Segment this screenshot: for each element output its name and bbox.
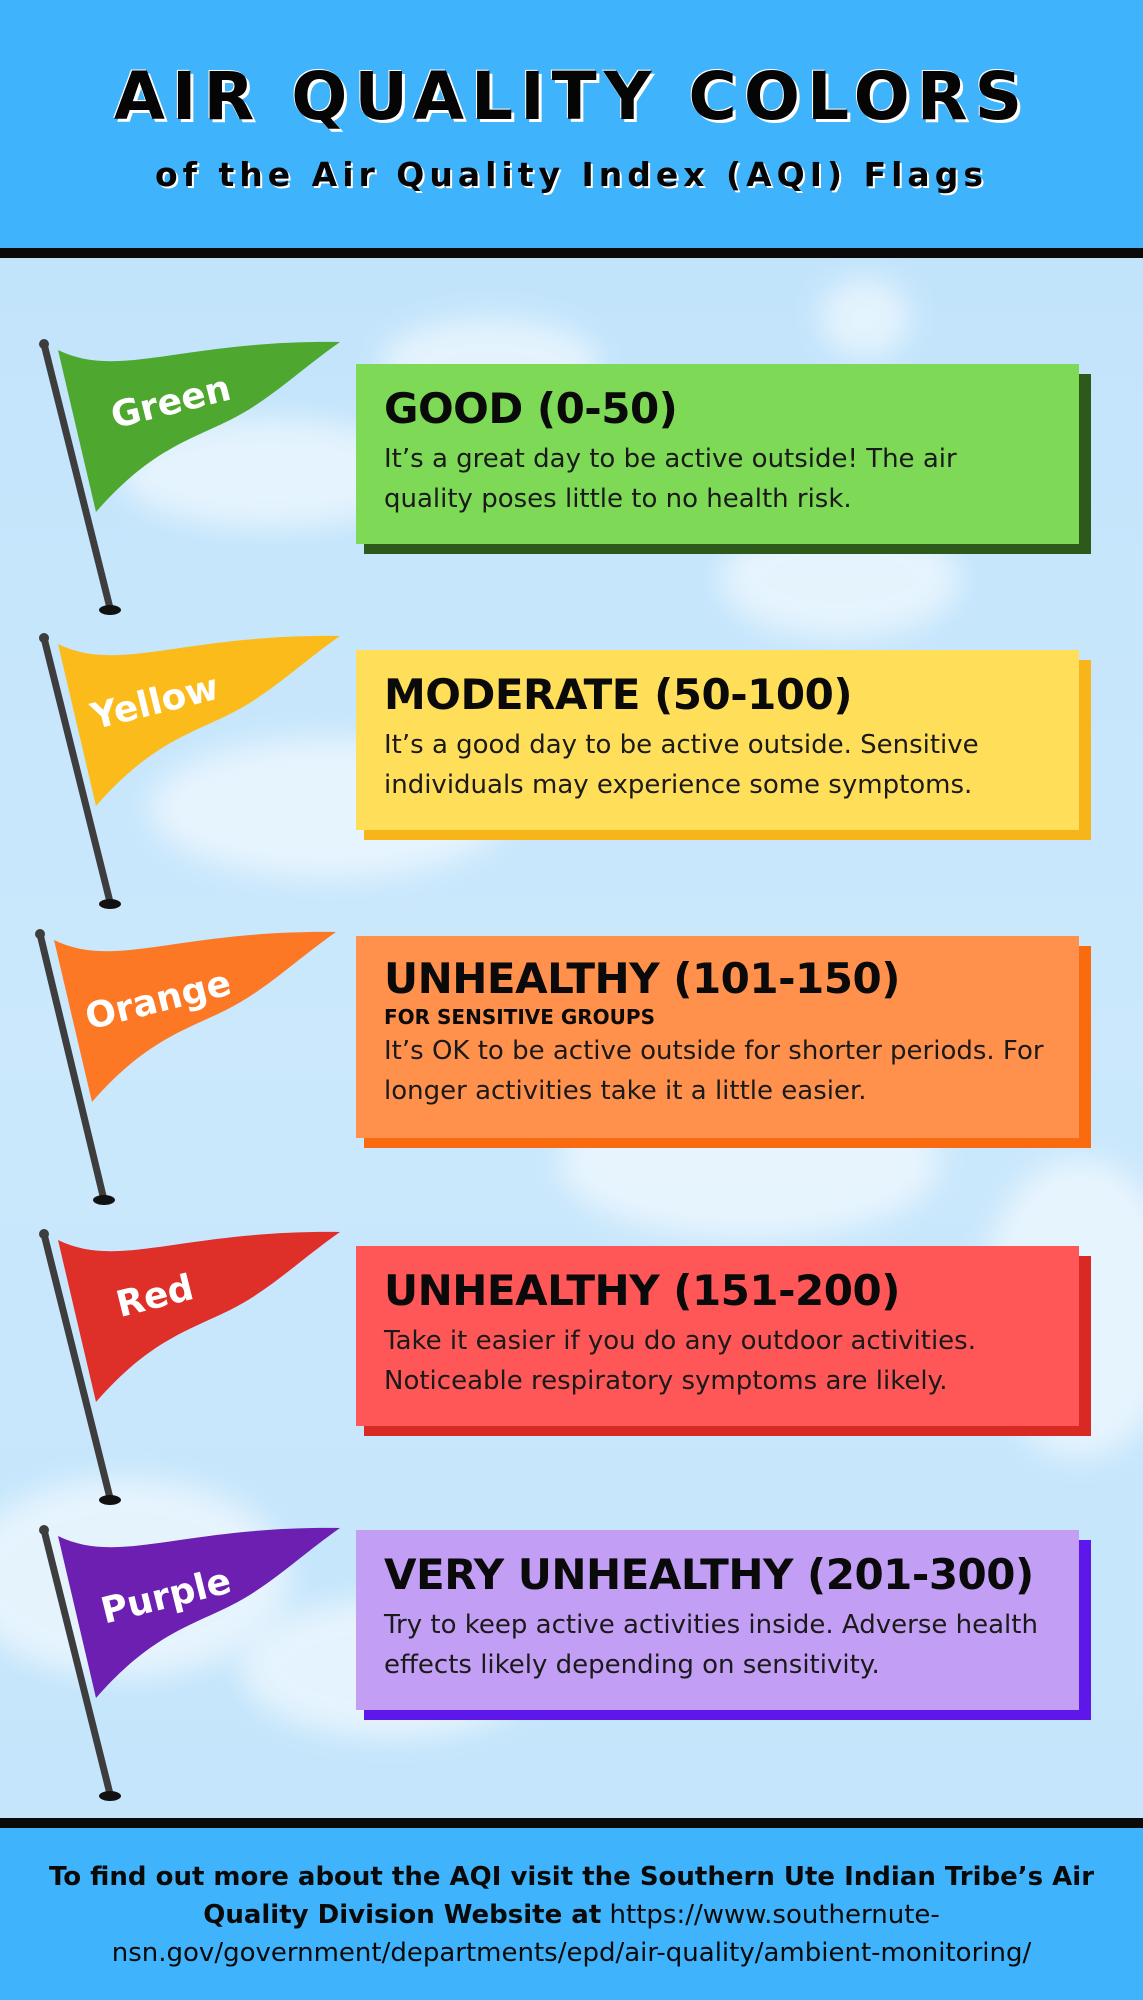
card-description: It’s a great day to be active outside! T… bbox=[384, 444, 957, 514]
header: AIR QUALITY COLORS of the Air Quality In… bbox=[0, 0, 1143, 258]
card-description: Try to keep active activities inside. Ad… bbox=[384, 1610, 1038, 1680]
footer-text: To find out more about the AQI visit the… bbox=[48, 1862, 1095, 1930]
card-description: Take it easier if you do any outdoor act… bbox=[384, 1326, 976, 1396]
flag-yellow: Yellow bbox=[0, 624, 360, 924]
footer-link[interactable]: https://www.southernute-nsn.gov/governme… bbox=[111, 1900, 1032, 1968]
page-title: AIR QUALITY COLORS bbox=[113, 58, 1030, 135]
flag-icon bbox=[39, 633, 340, 909]
aqi-card-unhealthy: UNHEALTHY (151-200) Take it easier if yo… bbox=[356, 1246, 1079, 1426]
page-subtitle: of the Air Quality Index (AQI) Flags bbox=[155, 155, 988, 194]
flag-icon bbox=[39, 339, 340, 615]
flag-icon bbox=[39, 1525, 340, 1801]
aqi-card-very-unhealthy: VERY UNHEALTHY (201-300) Try to keep act… bbox=[356, 1530, 1079, 1710]
card-title: GOOD (0-50) bbox=[384, 384, 678, 433]
flag-red: Red bbox=[0, 1220, 360, 1520]
footer: To find out more about the AQI visit the… bbox=[0, 1818, 1143, 2000]
card-subtitle: FOR SENSITIVE GROUPS bbox=[384, 1005, 655, 1029]
flag-green: Green bbox=[0, 330, 360, 630]
flag-icon bbox=[39, 1229, 340, 1505]
flag-icon bbox=[35, 929, 336, 1205]
aqi-card-unhealthy-sensitive: UNHEALTHY (101-150) FOR SENSITIVE GROUPS… bbox=[356, 936, 1079, 1138]
aqi-card-good: GOOD (0-50) It’s a great day to be activ… bbox=[356, 364, 1079, 544]
card-description: It’s a good day to be active outside. Se… bbox=[384, 730, 979, 800]
card-title: UNHEALTHY (101-150) bbox=[384, 954, 900, 1003]
aqi-card-moderate: MODERATE (50-100) It’s a good day to be … bbox=[356, 650, 1079, 830]
card-title: MODERATE (50-100) bbox=[384, 670, 853, 719]
card-title: VERY UNHEALTHY (201-300) bbox=[384, 1550, 1034, 1599]
flag-orange: Orange bbox=[0, 918, 360, 1218]
card-title: UNHEALTHY (151-200) bbox=[384, 1266, 900, 1315]
card-description: It’s OK to be active outside for shorter… bbox=[384, 1036, 1044, 1106]
flag-purple: Purple bbox=[0, 1516, 360, 1816]
